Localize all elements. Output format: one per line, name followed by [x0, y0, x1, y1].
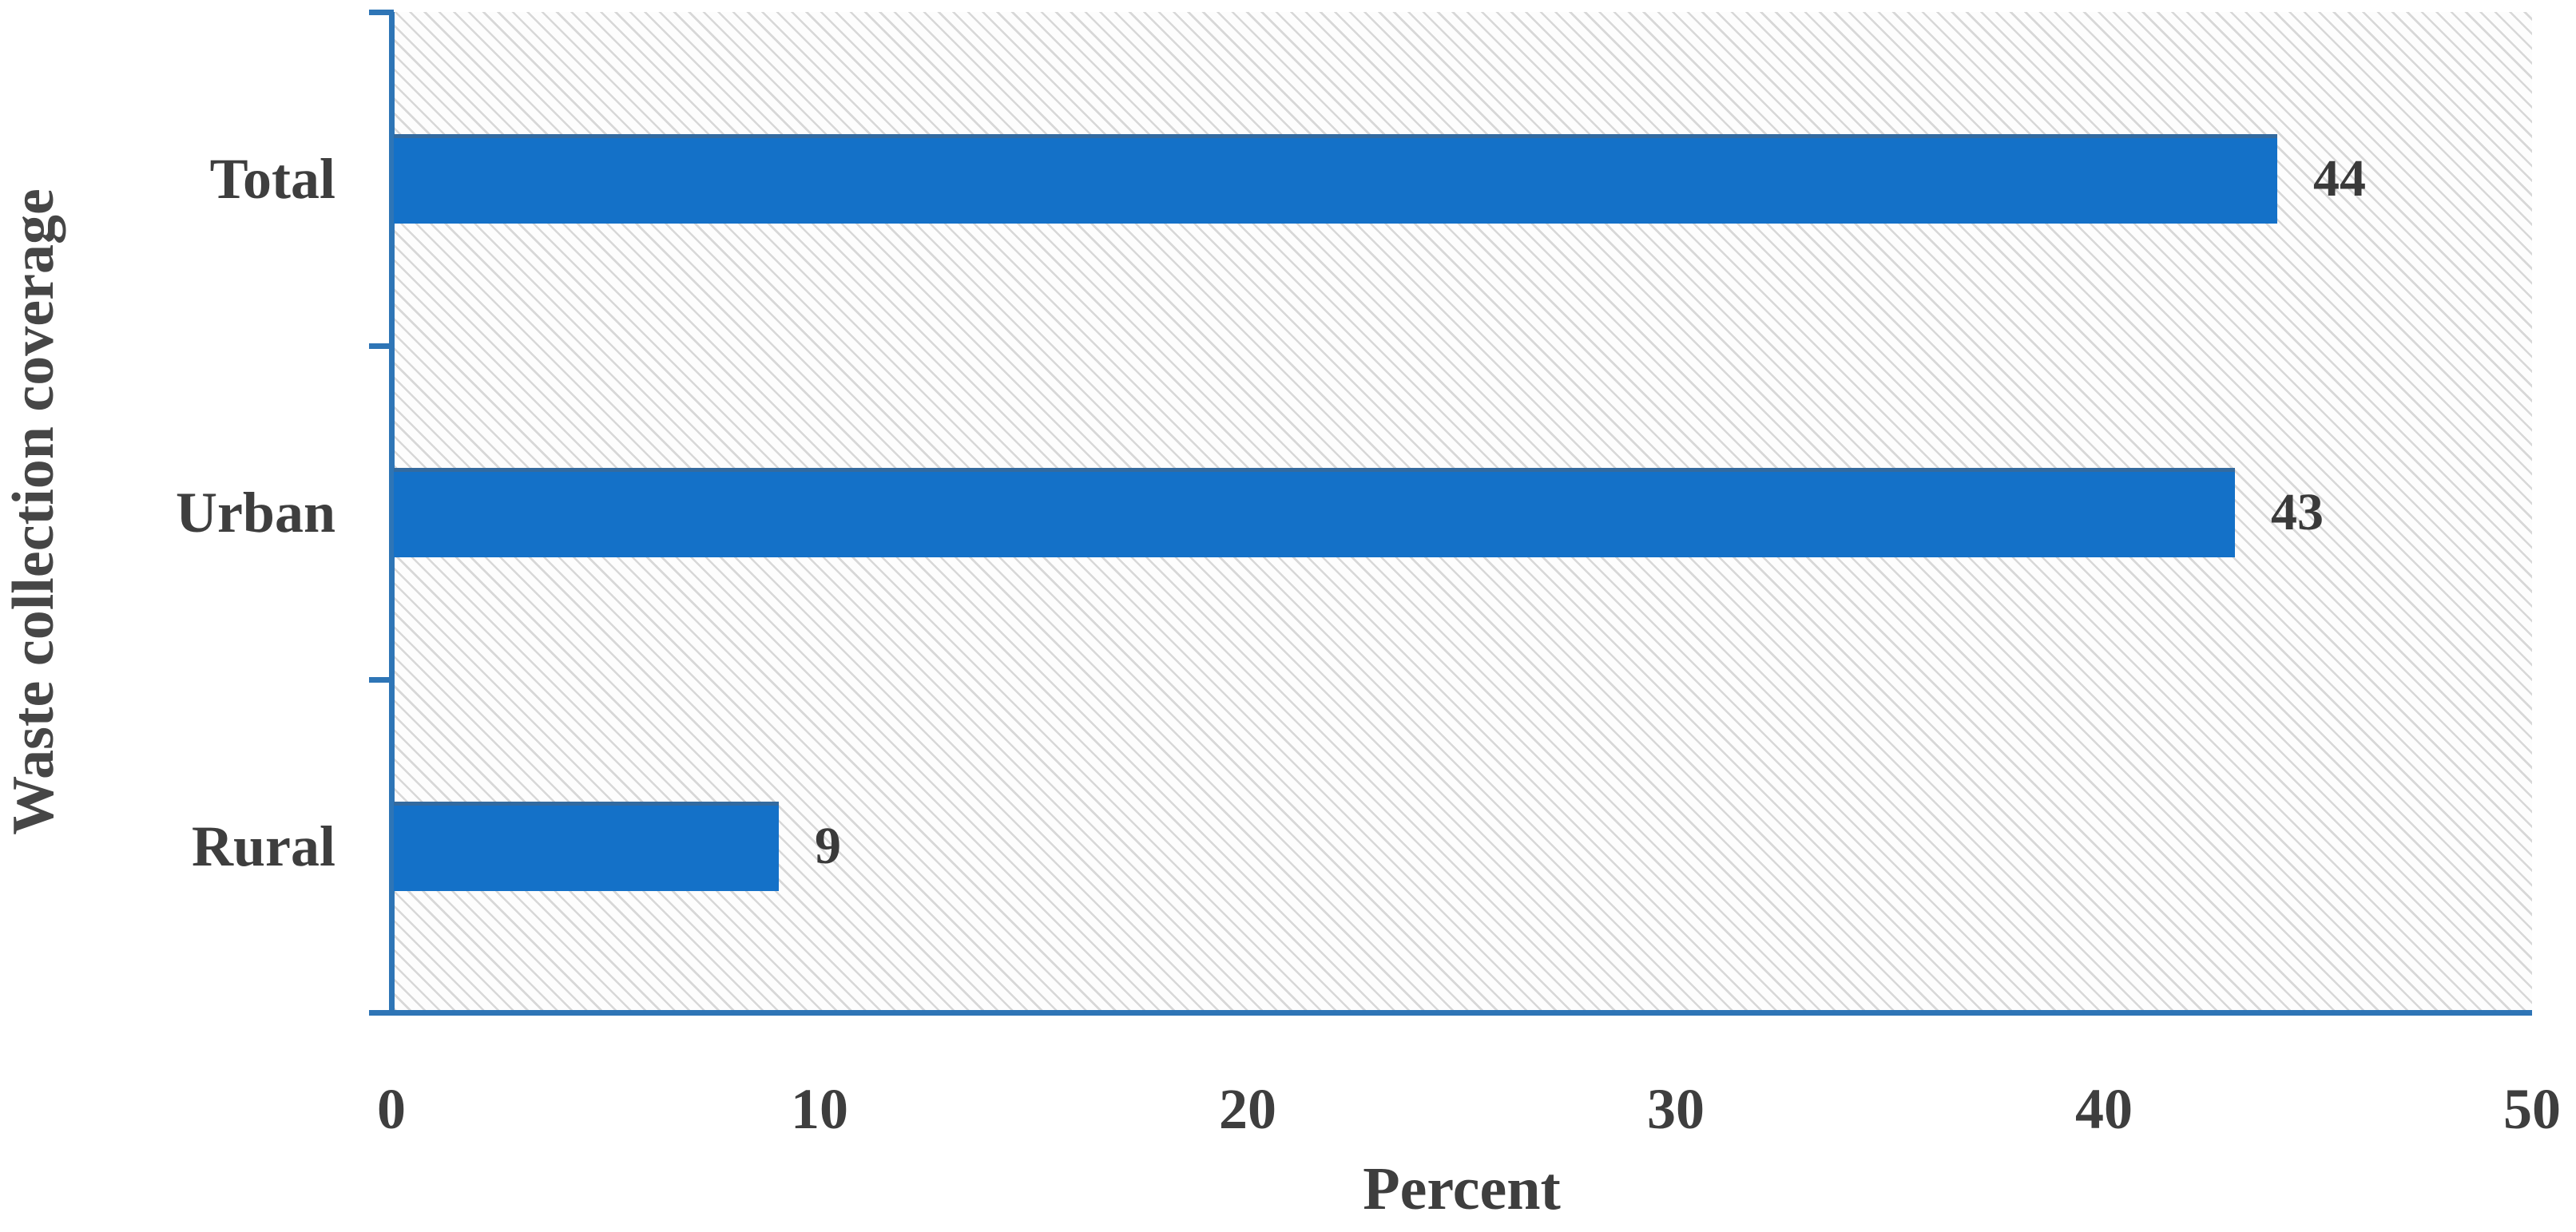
x-axis-title: Percent — [1363, 1155, 1561, 1222]
x-tick-label-40: 40 — [2075, 1077, 2133, 1141]
x-axis-line — [369, 1010, 2532, 1016]
bar-rural — [394, 802, 779, 891]
x-tick-label-50: 50 — [2503, 1077, 2561, 1141]
category-label-urban: Urban — [175, 481, 335, 545]
y-axis-tick-2 — [369, 677, 394, 683]
y-axis-tick-0 — [369, 10, 394, 15]
bar-total — [394, 134, 2277, 224]
bar-value-label-rural: 9 — [815, 817, 841, 875]
x-tick-label-10: 10 — [791, 1077, 848, 1141]
bar-value-label-urban: 43 — [2271, 483, 2324, 541]
x-tick-label-30: 30 — [1647, 1077, 1705, 1141]
bar-urban — [394, 468, 2235, 557]
y-axis-title: Waste collection coverage — [1, 188, 66, 835]
x-tick-label-0: 0 — [377, 1077, 406, 1141]
category-label-total: Total — [209, 147, 335, 211]
y-axis-tick-3 — [369, 1010, 394, 1016]
bar-value-label-total: 44 — [2313, 149, 2366, 208]
y-axis-tick-1 — [369, 343, 394, 349]
y-axis-line — [389, 12, 395, 1012]
x-tick-label-20: 20 — [1219, 1077, 1276, 1141]
category-label-rural: Rural — [192, 814, 335, 878]
